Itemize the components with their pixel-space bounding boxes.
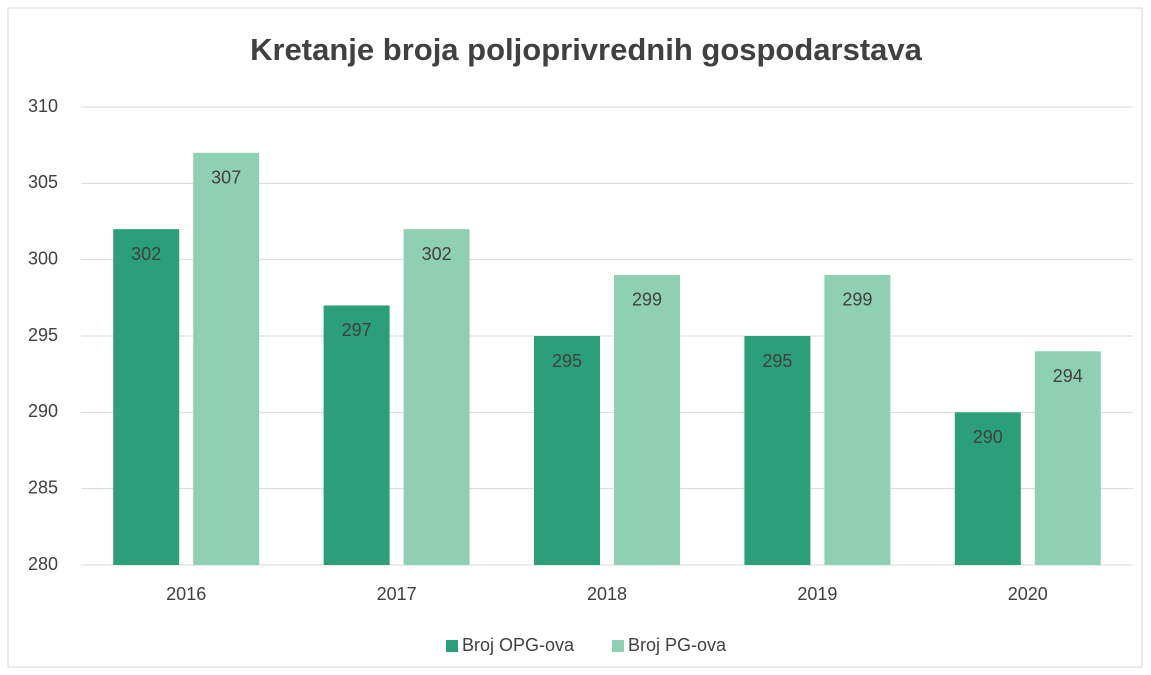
x-tick-label: 2019 — [797, 584, 837, 604]
y-tick-label: 285 — [28, 477, 58, 497]
x-tick-label: 2017 — [377, 584, 417, 604]
data-label: 307 — [211, 168, 241, 188]
x-tick-label: 2016 — [166, 584, 206, 604]
x-tick-label: 2020 — [1008, 584, 1048, 604]
bar — [824, 274, 891, 565]
data-label: 299 — [632, 290, 662, 310]
y-tick-label: 290 — [28, 401, 58, 421]
legend-label: Broj OPG-ova — [462, 635, 575, 655]
bar — [534, 336, 600, 565]
bar — [614, 274, 680, 565]
legend-swatch — [612, 640, 624, 652]
data-label: 295 — [762, 351, 792, 371]
data-label: 302 — [131, 244, 161, 264]
data-label: 295 — [552, 351, 582, 371]
data-label: 297 — [342, 320, 372, 340]
legend-swatch — [446, 640, 458, 652]
data-label: 302 — [422, 244, 452, 264]
chart-title: Kretanje broja poljoprivrednih gospodars… — [250, 32, 923, 67]
x-tick-label: 2018 — [587, 584, 627, 604]
y-tick-label: 300 — [28, 248, 58, 268]
data-label: 299 — [842, 290, 872, 310]
bar — [193, 152, 260, 566]
y-tick-label: 305 — [28, 172, 58, 192]
y-tick-label: 295 — [28, 325, 58, 345]
bar — [954, 412, 1021, 565]
legend-label: Broj PG-ova — [628, 635, 727, 655]
bar — [113, 229, 180, 565]
bar — [1034, 351, 1101, 565]
bar — [323, 305, 390, 565]
y-tick-label: 280 — [28, 554, 58, 574]
bar — [744, 336, 811, 565]
data-label: 294 — [1053, 366, 1083, 386]
y-tick-label: 310 — [28, 96, 58, 116]
data-label: 290 — [973, 427, 1003, 447]
bar — [403, 229, 470, 565]
